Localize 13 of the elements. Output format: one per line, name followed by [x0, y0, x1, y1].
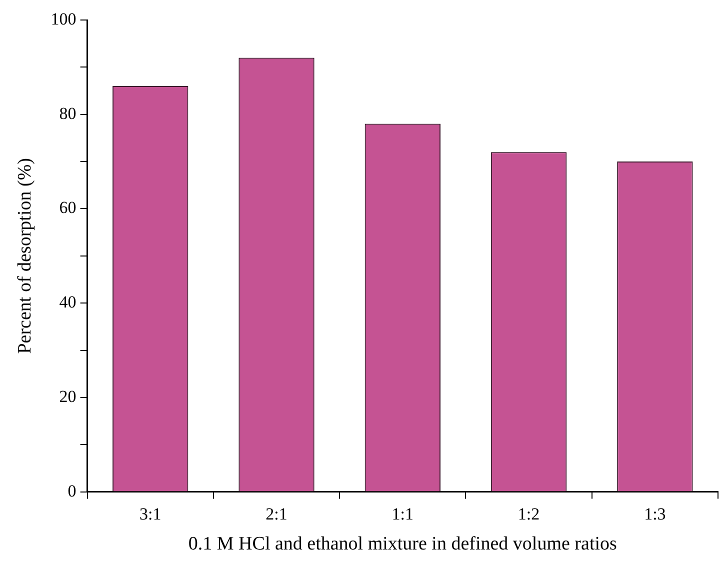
x-axis-title: 0.1 M HCl and ethanol mixture in defined volume ratios: [188, 534, 617, 555]
y-tick-label: 80: [59, 104, 76, 123]
y-axis-title: Percent of desorption (%): [14, 158, 36, 354]
x-tick-label: 1:2: [518, 504, 540, 524]
y-tick-label: 20: [59, 386, 76, 406]
y-tick-label: 0: [68, 481, 76, 500]
x-tick-label: 3:1: [140, 504, 162, 524]
y-tick-label: 40: [59, 292, 76, 312]
y-tick-label: 100: [50, 9, 76, 28]
x-tick-label: 2:1: [266, 504, 288, 524]
x-tick-label: 1:3: [644, 504, 666, 524]
x-tick-label: 1:1: [392, 504, 414, 524]
y-tick-label: 60: [59, 198, 76, 218]
